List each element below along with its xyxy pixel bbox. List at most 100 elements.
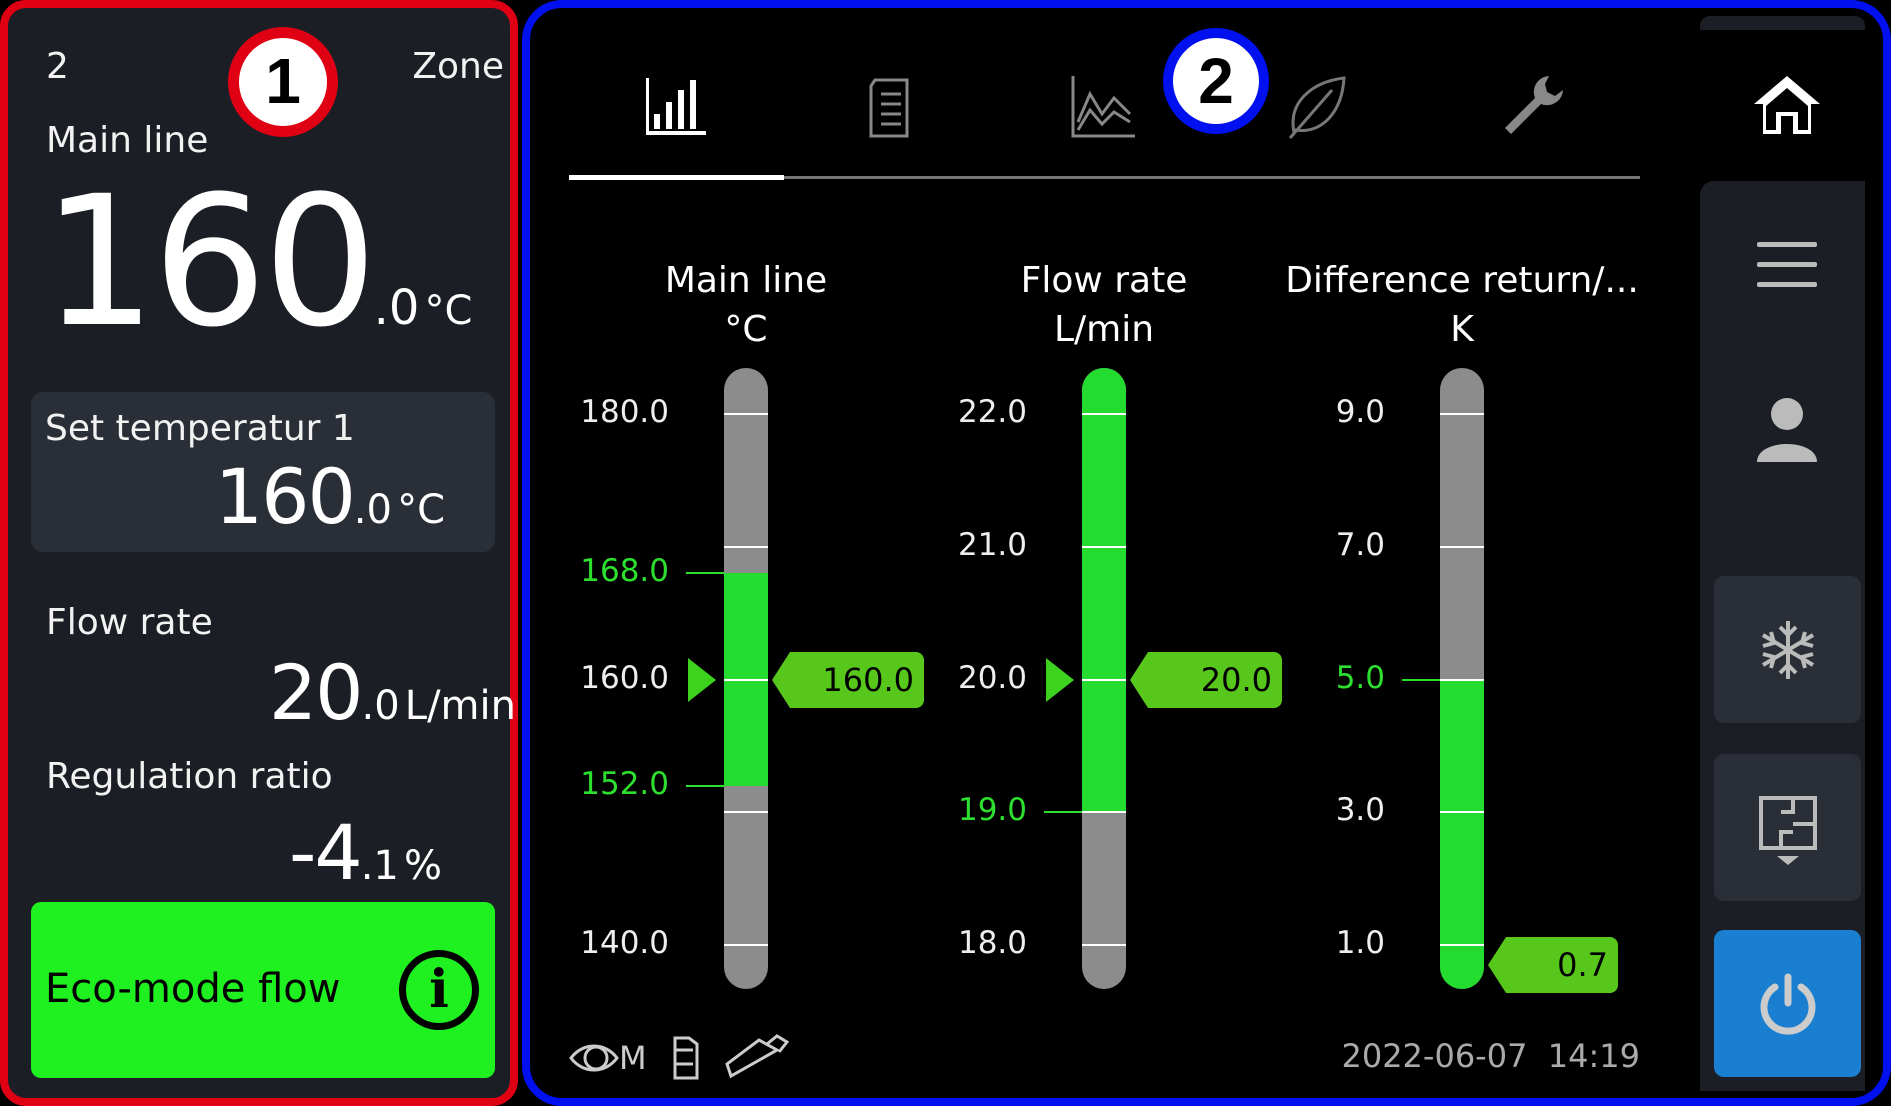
- zone-number: 2: [46, 46, 69, 87]
- gauge-tick-line: [1082, 413, 1126, 415]
- flow-dec: .0: [361, 683, 400, 729]
- gauge-tick-label: 1.0: [1335, 925, 1385, 961]
- zone-label: Zone: [412, 46, 504, 87]
- line-chart-icon[interactable]: [1068, 72, 1138, 142]
- gauge-limit-label: 5.0: [1335, 659, 1385, 696]
- set-temp-dec: .0: [353, 487, 392, 533]
- gauge-tick-line: [1082, 678, 1126, 681]
- gauge-unit: K: [1450, 309, 1474, 350]
- leaf-icon[interactable]: [1282, 72, 1352, 142]
- mode-letter: M: [619, 1039, 647, 1077]
- sd-card-icon: [673, 1036, 699, 1080]
- user-icon[interactable]: [1757, 396, 1817, 462]
- eco-mode-button[interactable]: Eco-mode flow i: [31, 902, 495, 1078]
- snowflake-icon: [1761, 621, 1815, 679]
- annotation-badge-1: 1: [228, 27, 338, 137]
- flow-rate-label: Flow rate: [46, 602, 213, 643]
- gauge-value-tag: 20.0: [1130, 651, 1282, 708]
- gauge-tick-line: [1440, 811, 1484, 814]
- ratio-dec: .1: [360, 843, 399, 889]
- ratio-int: -4: [288, 808, 363, 897]
- gauge-title: Main line: [664, 260, 828, 301]
- setpoint-marker-icon: [1046, 657, 1074, 702]
- set-temperature-value: 160.0 °C: [215, 452, 445, 541]
- gauge-tick-line: [1082, 944, 1126, 946]
- regulation-ratio-label: Regulation ratio: [46, 756, 333, 797]
- main-line-dec: .0: [373, 280, 420, 336]
- setpoint-marker-icon: [688, 657, 716, 702]
- zone-panel: 2 Zone Main line 160.0 °C Set temperatur…: [0, 0, 518, 1106]
- status-icons: M: [569, 1034, 789, 1082]
- gauge-tick-label: 7.0: [1335, 526, 1385, 563]
- document-icon[interactable]: [857, 72, 927, 142]
- set-temperature-box[interactable]: Set temperatur 1 160.0 °C: [31, 392, 495, 552]
- info-icon[interactable]: i: [399, 950, 479, 1030]
- gauge-fill: [1082, 368, 1126, 813]
- power-icon: [1760, 973, 1816, 1035]
- usb-icon: [724, 1034, 789, 1079]
- set-temp-int: 160: [214, 452, 356, 541]
- gauge-tick-label: 22.0: [957, 394, 1027, 430]
- gauge-tick-line: [1440, 545, 1484, 548]
- set-temp-unit: °C: [397, 487, 445, 533]
- gauge-limit-line: [686, 572, 724, 575]
- flow-int: 20: [268, 648, 364, 737]
- gauge-tick-label: 3.0: [1335, 792, 1385, 829]
- gauge-tick-line: [1440, 678, 1484, 681]
- gauge-tick-line: [1440, 944, 1484, 946]
- gauge-tick-label: 140.0: [580, 925, 669, 961]
- flow-unit: L/min: [404, 683, 516, 729]
- eco-mode-label: Eco-mode flow: [45, 966, 341, 1012]
- home-icon[interactable]: [1752, 72, 1822, 136]
- gauge-tick-line: [724, 811, 768, 814]
- ratio-unit: %: [403, 843, 442, 889]
- gauge-unit: L/min: [1053, 309, 1155, 350]
- gauge-tick-label: 21.0: [957, 526, 1027, 563]
- gauge-tick-line: [1082, 545, 1126, 548]
- cooling-button[interactable]: [1714, 576, 1861, 723]
- gauge-tick-line: [724, 413, 768, 415]
- gauge-tick-label: 18.0: [957, 925, 1027, 961]
- eye-icon: [569, 1044, 619, 1072]
- gauge-tick-label: 180.0: [580, 394, 669, 430]
- flow-rate-value: 20.0 L/min: [269, 648, 516, 737]
- datetime: 2022-06-07 14:19: [1341, 1037, 1640, 1075]
- main-line-int: 160: [42, 158, 378, 367]
- annotation-badge-2: 2: [1163, 28, 1269, 134]
- gauge-title: Flow rate: [1020, 260, 1188, 301]
- main-line-unit: °C: [424, 288, 473, 334]
- menu-icon[interactable]: [1757, 240, 1817, 290]
- bar-chart-icon[interactable]: [640, 72, 710, 142]
- gauge-title: Difference return/...: [1285, 260, 1639, 301]
- gauge-tick-line: [1082, 811, 1126, 814]
- set-temperature-label: Set temperatur 1: [45, 408, 355, 449]
- gauge-tick-line: [724, 944, 768, 946]
- gauge-tick-label: 160.0: [580, 659, 669, 696]
- gauge-limit-line: [686, 784, 724, 787]
- floorplan-button[interactable]: [1714, 754, 1861, 901]
- tab-divider: [569, 176, 1640, 179]
- gauge-tick-label: 9.0: [1335, 394, 1385, 430]
- gauge-value-tag: 160.0: [772, 651, 924, 708]
- gauge-tick-line: [724, 545, 768, 548]
- gauge-limit-label: 152.0: [580, 765, 669, 802]
- gauge-unit: °C: [724, 309, 768, 350]
- gauge-limit-label: 19.0: [957, 792, 1027, 829]
- main-line-value: 160.0 °C: [42, 173, 472, 353]
- view-mode-indicator: M: [569, 1038, 647, 1078]
- sidebar-top-edge: [1700, 16, 1865, 30]
- gauge-limit-line: [1402, 678, 1440, 681]
- active-tab-indicator: [569, 175, 784, 180]
- power-button[interactable]: [1714, 930, 1861, 1077]
- gauge-tick-line: [1440, 413, 1484, 415]
- gauge-tick-line: [724, 678, 768, 681]
- gauge-limit-label: 168.0: [580, 553, 669, 590]
- gauge-fill: [1440, 679, 1484, 989]
- regulation-ratio-value: -4.1 %: [289, 808, 442, 897]
- gauge-value-tag: 0.7: [1488, 936, 1618, 993]
- floorplan-icon: [1759, 796, 1817, 865]
- gauge-tick-label: 20.0: [957, 659, 1027, 696]
- wrench-icon[interactable]: [1497, 72, 1567, 142]
- gauge-limit-line: [1044, 811, 1082, 814]
- main-line-label: Main line: [46, 120, 209, 161]
